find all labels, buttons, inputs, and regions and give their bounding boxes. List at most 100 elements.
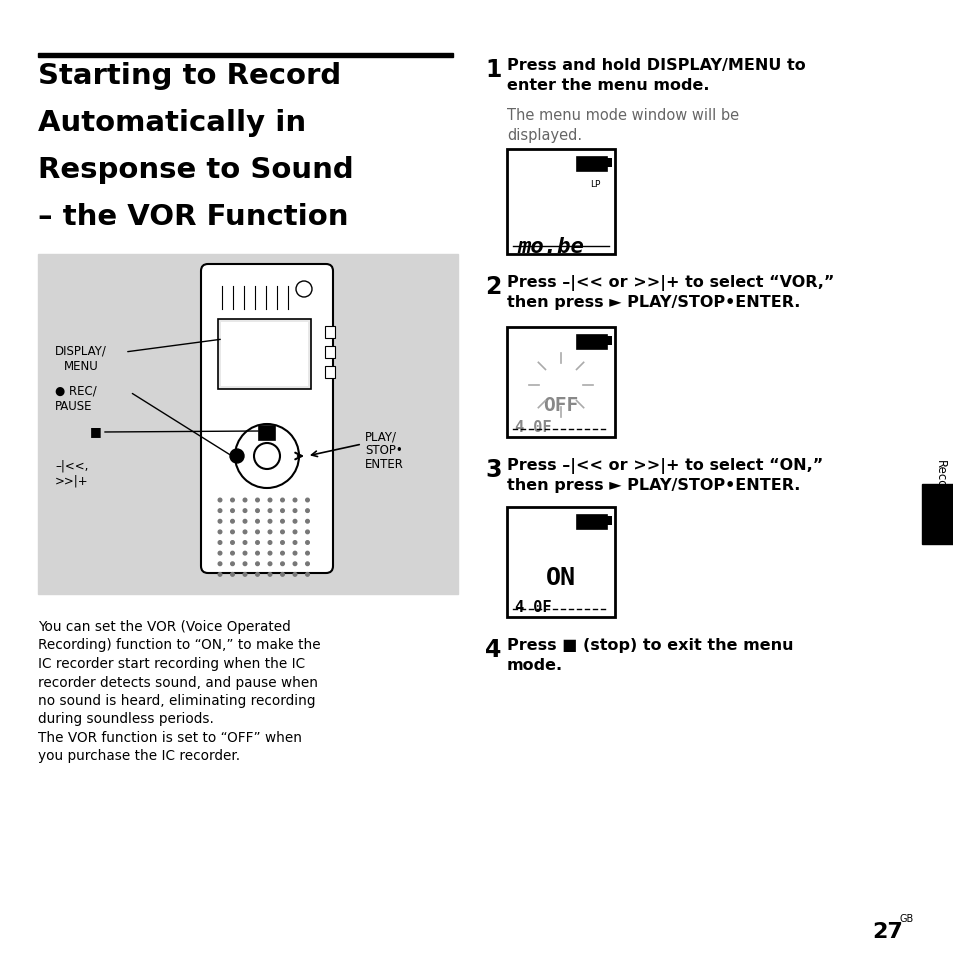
Text: 2: 2 bbox=[484, 274, 501, 298]
Text: – the VOR Function: – the VOR Function bbox=[38, 203, 348, 231]
Circle shape bbox=[234, 424, 298, 489]
Text: Press ■ (stop) to exit the menu: Press ■ (stop) to exit the menu bbox=[506, 638, 793, 652]
Text: 27: 27 bbox=[871, 921, 902, 941]
Circle shape bbox=[268, 573, 272, 577]
Circle shape bbox=[293, 509, 296, 513]
Bar bbox=[221, 323, 308, 387]
Circle shape bbox=[218, 541, 221, 545]
Circle shape bbox=[280, 562, 284, 566]
Bar bbox=[606, 159, 612, 168]
Bar bbox=[506, 150, 615, 254]
Text: Press –|<< or >>|+ to select “VOR,”: Press –|<< or >>|+ to select “VOR,” bbox=[506, 274, 834, 291]
Text: GB: GB bbox=[899, 913, 913, 923]
Circle shape bbox=[255, 498, 259, 502]
Text: Press –|<< or >>|+ to select “ON,”: Press –|<< or >>|+ to select “ON,” bbox=[506, 457, 822, 474]
Text: The menu mode window will be: The menu mode window will be bbox=[506, 108, 739, 123]
Circle shape bbox=[231, 509, 234, 513]
Circle shape bbox=[218, 498, 221, 502]
Circle shape bbox=[243, 531, 247, 534]
Bar bbox=[577, 516, 606, 530]
Circle shape bbox=[293, 552, 296, 556]
Circle shape bbox=[268, 531, 272, 534]
Circle shape bbox=[230, 450, 244, 463]
Circle shape bbox=[280, 573, 284, 577]
Circle shape bbox=[305, 573, 309, 577]
Circle shape bbox=[218, 509, 221, 513]
Text: ON: ON bbox=[545, 565, 576, 589]
Bar bbox=[606, 336, 612, 346]
Circle shape bbox=[253, 443, 280, 470]
Text: mode.: mode. bbox=[506, 658, 562, 672]
Circle shape bbox=[231, 541, 234, 545]
Circle shape bbox=[293, 531, 296, 534]
Circle shape bbox=[243, 562, 247, 566]
Circle shape bbox=[305, 509, 309, 513]
Circle shape bbox=[305, 541, 309, 545]
Bar bbox=[258, 427, 274, 440]
Circle shape bbox=[280, 509, 284, 513]
Text: LP: LP bbox=[589, 180, 599, 189]
Circle shape bbox=[231, 573, 234, 577]
Circle shape bbox=[280, 541, 284, 545]
Text: The VOR function is set to “OFF” when: The VOR function is set to “OFF” when bbox=[38, 730, 302, 744]
Text: you purchase the IC recorder.: you purchase the IC recorder. bbox=[38, 749, 240, 762]
Bar bbox=[577, 158, 606, 172]
Bar bbox=[38, 54, 453, 58]
Bar bbox=[325, 327, 335, 338]
Circle shape bbox=[243, 520, 247, 523]
Circle shape bbox=[293, 498, 296, 502]
Text: PLAY/: PLAY/ bbox=[365, 430, 396, 442]
Circle shape bbox=[305, 562, 309, 566]
Text: enter the menu mode.: enter the menu mode. bbox=[506, 78, 709, 92]
Text: mo.be: mo.be bbox=[517, 236, 583, 256]
Circle shape bbox=[243, 541, 247, 545]
Text: recorder detects sound, and pause when: recorder detects sound, and pause when bbox=[38, 675, 317, 689]
Text: STOP•: STOP• bbox=[365, 443, 402, 456]
Text: 3: 3 bbox=[484, 457, 501, 481]
Circle shape bbox=[218, 562, 221, 566]
Text: Recording: Recording bbox=[933, 460, 945, 519]
Circle shape bbox=[268, 520, 272, 523]
Bar bbox=[921, 484, 953, 544]
Circle shape bbox=[243, 498, 247, 502]
Text: displayed.: displayed. bbox=[506, 128, 581, 143]
Text: Recording) function to “ON,” to make the: Recording) function to “ON,” to make the bbox=[38, 638, 320, 652]
Bar bbox=[325, 347, 335, 358]
Bar bbox=[506, 328, 615, 437]
Text: 4 0F: 4 0F bbox=[515, 419, 551, 435]
Text: You can set the VOR (Voice Operated: You can set the VOR (Voice Operated bbox=[38, 619, 291, 634]
Circle shape bbox=[218, 531, 221, 534]
Text: 1: 1 bbox=[484, 58, 501, 82]
Circle shape bbox=[243, 573, 247, 577]
Circle shape bbox=[231, 520, 234, 523]
Circle shape bbox=[255, 562, 259, 566]
Text: Automatically in: Automatically in bbox=[38, 109, 306, 137]
Circle shape bbox=[268, 541, 272, 545]
Text: ■: ■ bbox=[90, 424, 102, 437]
Bar bbox=[325, 367, 335, 378]
Text: no sound is heard, eliminating recording: no sound is heard, eliminating recording bbox=[38, 693, 315, 707]
Circle shape bbox=[280, 520, 284, 523]
Text: then press ► PLAY/STOP•ENTER.: then press ► PLAY/STOP•ENTER. bbox=[506, 294, 800, 310]
Circle shape bbox=[218, 520, 221, 523]
Circle shape bbox=[243, 552, 247, 556]
Circle shape bbox=[231, 498, 234, 502]
Circle shape bbox=[295, 282, 312, 297]
Circle shape bbox=[293, 541, 296, 545]
Circle shape bbox=[255, 509, 259, 513]
Circle shape bbox=[218, 573, 221, 577]
Circle shape bbox=[280, 498, 284, 502]
Bar bbox=[218, 319, 311, 390]
Text: during soundless periods.: during soundless periods. bbox=[38, 712, 213, 726]
Bar bbox=[577, 335, 606, 350]
Circle shape bbox=[280, 552, 284, 556]
Text: –|<<,
>>|+: –|<<, >>|+ bbox=[55, 459, 89, 488]
Circle shape bbox=[268, 509, 272, 513]
Circle shape bbox=[293, 573, 296, 577]
FancyBboxPatch shape bbox=[201, 265, 333, 574]
Circle shape bbox=[293, 520, 296, 523]
Circle shape bbox=[280, 531, 284, 534]
Text: ENTER: ENTER bbox=[365, 457, 403, 471]
Text: Starting to Record: Starting to Record bbox=[38, 62, 341, 90]
Text: 4: 4 bbox=[484, 638, 501, 661]
